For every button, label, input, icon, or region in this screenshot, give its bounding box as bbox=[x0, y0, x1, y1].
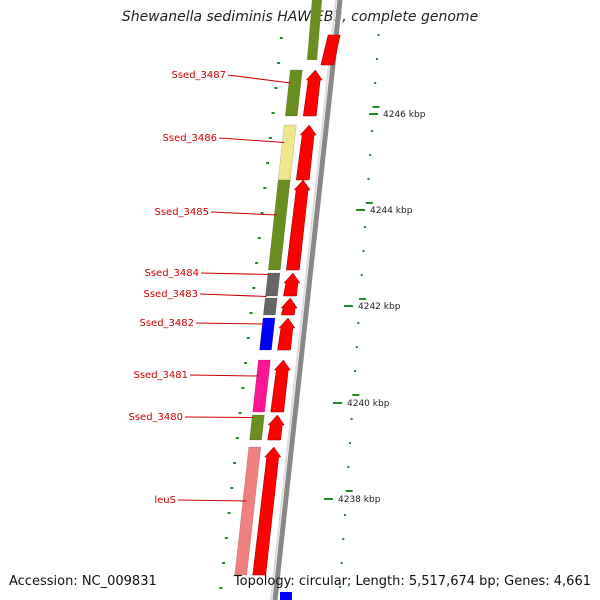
gene-label-ssed_3484: Ssed_3484 bbox=[144, 268, 199, 279]
gene-feature-ssed_3484 bbox=[265, 272, 281, 297]
gene-feature-ssed_3481 bbox=[252, 359, 271, 413]
gene-feature-ssed_3480 bbox=[249, 414, 265, 441]
inner-tick-marks bbox=[219, 37, 283, 589]
gene-leader-line bbox=[200, 272, 270, 275]
map-title: Shewanella sediminis HAW-EB3, complete g… bbox=[121, 9, 479, 25]
gene-label-ssed_3485: Ssed_3485 bbox=[154, 207, 209, 218]
tick-label: 4242 kbp bbox=[358, 302, 401, 312]
gene-arrow-ssed_3481 bbox=[270, 359, 291, 413]
gene-feature-top-olive bbox=[307, 0, 322, 60]
gene-label-ssed_3487: Ssed_3487 bbox=[171, 70, 226, 81]
gene-label-ssed_3486: Ssed_3486 bbox=[162, 133, 217, 144]
tick-labels: 4246 kbp 4244 kbp 4242 kbp 4240 kbp 4238 kbp bbox=[324, 110, 426, 505]
genome-summary-text: Topology: circular; Length: 5,517,674 bp… bbox=[233, 574, 591, 589]
outer-tick-marks bbox=[338, 34, 380, 588]
gene-arrow-ssed_3487 bbox=[302, 69, 323, 117]
gene-leader-line bbox=[210, 211, 278, 216]
gene-leader-line bbox=[177, 499, 247, 502]
backbone-shadow bbox=[272, 0, 343, 600]
gene-arrow-ssed_3482 bbox=[277, 317, 296, 351]
backbone-highlight bbox=[270, 0, 337, 600]
gene-leader-line bbox=[218, 137, 285, 143]
gene-feature-ssed_3485 bbox=[268, 179, 291, 271]
gene-arrow-leus bbox=[252, 446, 282, 576]
gene-arrow-ssed_3486 bbox=[295, 124, 317, 181]
tick-label: 4240 kbp bbox=[347, 399, 390, 409]
tick-label: 4238 kbp bbox=[338, 495, 381, 505]
gene-label-ssed_3483: Ssed_3483 bbox=[143, 289, 198, 300]
gene-feature-ssed_3487 bbox=[284, 69, 303, 117]
gene-feature-ssed_3483 bbox=[263, 297, 278, 316]
tick-label: 4244 kbp bbox=[370, 206, 413, 216]
gene-feature-ssed_3482 bbox=[259, 317, 276, 351]
gene-feature-ssed_3486 bbox=[277, 124, 297, 181]
gene-arrow-ssed_3484 bbox=[283, 272, 301, 297]
gene-leader-line bbox=[199, 293, 267, 297]
gene-feature-bottom bbox=[280, 592, 292, 600]
gene-label-ssed_3480: Ssed_3480 bbox=[128, 412, 183, 423]
gene-label-ssed_3482: Ssed_3482 bbox=[139, 318, 194, 329]
gene-feature-leus bbox=[234, 446, 262, 576]
accession-text: Accession: NC_009831 bbox=[9, 574, 157, 589]
gene-labels: Ssed_3487 Ssed_3486 Ssed_3485 Ssed_3484 Ssed… bbox=[128, 70, 291, 506]
gene-leader-line bbox=[184, 416, 254, 418]
gene-label-ssed_3481: Ssed_3481 bbox=[133, 370, 188, 381]
gene-leader-line bbox=[195, 322, 264, 325]
gene-leader-line bbox=[227, 74, 291, 84]
gene-label-leus: leuS bbox=[154, 495, 176, 506]
gene-arrow-ssed_3485 bbox=[286, 179, 311, 271]
gene-arrow-ssed_3483 bbox=[280, 297, 298, 316]
gene-arrow-ssed_3480 bbox=[267, 414, 285, 441]
gene-leader-line bbox=[189, 374, 259, 377]
gene-arrow-top bbox=[320, 34, 341, 66]
tick-label: 4246 kbp bbox=[383, 110, 426, 120]
gene-features bbox=[234, 0, 341, 576]
